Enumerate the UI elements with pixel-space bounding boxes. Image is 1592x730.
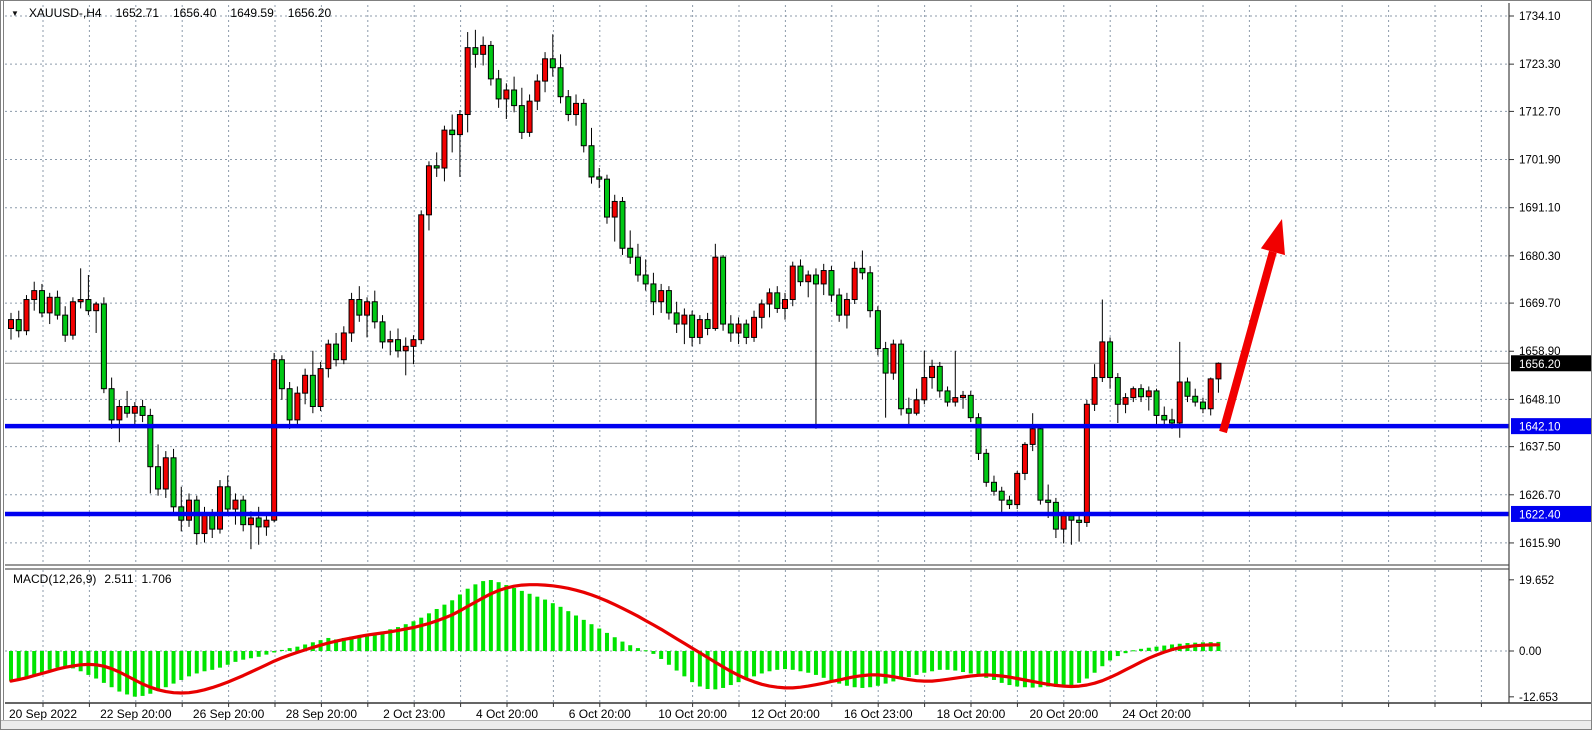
macd-main-value: 2.511 xyxy=(104,572,134,586)
time-axis-label: 20 Sep 2022 xyxy=(9,707,77,721)
ohlc-high: 1656.40 xyxy=(173,6,217,20)
macd-signal-value: 1.706 xyxy=(141,572,172,586)
symbol-period-label: XAUUSD-,H4 xyxy=(28,6,102,20)
macd-axis-label: 0.00 xyxy=(1519,646,1541,658)
price-axis-label: 1712.70 xyxy=(1519,106,1561,118)
macd-axis-label: -12.653 xyxy=(1519,692,1558,704)
price-axis[interactable]: 1734.10 1723.30 1712.70 1701.90 1691.10 1680.… xyxy=(1509,11,1561,704)
symbol-header: ▼ XAUUSD-,H4 1652.71 1656.40 1649.59 165… xyxy=(11,6,331,20)
price-axis-label: 1691.10 xyxy=(1519,203,1561,215)
time-axis-label: 22 Sep 20:00 xyxy=(100,707,172,721)
price-axis-label: 1637.50 xyxy=(1519,442,1561,454)
price-tag-current: 1656.20 xyxy=(1511,355,1591,372)
ohlc-close: 1656.20 xyxy=(287,6,332,20)
time-axis-label: 16 Oct 23:00 xyxy=(844,707,913,721)
price-tag-level: 1622.40 xyxy=(1511,505,1591,522)
time-axis-label: 12 Oct 20:00 xyxy=(751,707,820,721)
price-axis-label: 1615.90 xyxy=(1519,538,1561,550)
price-axis-label: 1626.70 xyxy=(1519,490,1561,502)
svg-text:1622.40: 1622.40 xyxy=(1519,509,1561,521)
macd-indicator-label: MACD(12,26,9) 2.511 1.706 xyxy=(13,572,172,586)
candles-layer[interactable] xyxy=(8,29,1222,550)
price-axis-label: 1648.10 xyxy=(1519,394,1561,406)
time-axis-label: 10 Oct 20:00 xyxy=(658,707,727,721)
panel-borders xyxy=(5,3,1591,704)
time-axis[interactable]: 20 Sep 2022 22 Sep 20:00 26 Sep 20:00 28 Se… xyxy=(9,703,1482,721)
price-axis-label: 1734.10 xyxy=(1519,11,1561,23)
macd-axis-label: 19.652 xyxy=(1519,575,1554,587)
ohlc-open: 1652.71 xyxy=(115,6,159,20)
up-arrow-annotation[interactable] xyxy=(1219,219,1285,434)
time-axis-label: 6 Oct 20:00 xyxy=(569,707,631,721)
price-axis-label: 1680.30 xyxy=(1519,251,1561,263)
time-axis-label: 4 Oct 20:00 xyxy=(476,707,538,721)
price-axis-label: 1669.70 xyxy=(1519,298,1561,310)
triangle-down-icon[interactable]: ▼ xyxy=(11,8,19,18)
price-axis-label: 1658.90 xyxy=(1519,346,1561,358)
time-axis-label: 20 Oct 20:00 xyxy=(1029,707,1098,721)
grid-lines xyxy=(5,5,1509,703)
time-axis-label: 18 Oct 20:00 xyxy=(937,707,1006,721)
time-axis-label: 24 Oct 20:00 xyxy=(1122,707,1191,721)
svg-text:1642.10: 1642.10 xyxy=(1519,422,1561,434)
svg-text:1656.20: 1656.20 xyxy=(1519,359,1561,371)
macd-histogram xyxy=(9,580,1221,697)
price-axis-label: 1723.30 xyxy=(1519,59,1561,71)
time-axis-label: 28 Sep 20:00 xyxy=(286,707,358,721)
window-left-border xyxy=(3,1,4,720)
macd-signal-line xyxy=(9,583,1221,695)
macd-name: MACD(12,26,9) xyxy=(13,572,97,586)
ohlc-low: 1649.59 xyxy=(230,6,274,20)
time-axis-label: 2 Oct 23:00 xyxy=(383,707,445,721)
price-axis-label: 1701.90 xyxy=(1519,155,1561,167)
time-axis-label: 26 Sep 20:00 xyxy=(193,707,265,721)
price-tag-level: 1642.10 xyxy=(1511,418,1591,435)
window-bottom-strip xyxy=(1,720,1591,729)
